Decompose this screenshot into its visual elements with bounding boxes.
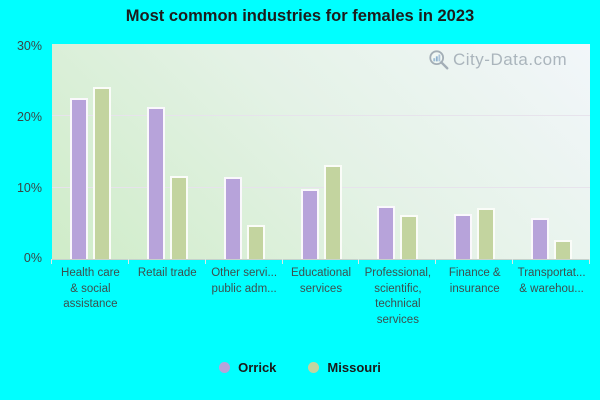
- category-label: Health care & social assistance: [61, 267, 120, 311]
- x-axis-tick: [589, 259, 590, 264]
- y-tick-label-20: 20%: [16, 110, 42, 124]
- x-axis-tick: [358, 259, 360, 264]
- bar-missouri: [400, 215, 419, 259]
- legend-label-missouri: Missouri: [327, 360, 381, 375]
- bar-missouri: [169, 175, 188, 259]
- plot-area: [52, 44, 590, 260]
- x-axis-tick: [281, 259, 283, 264]
- legend-label-orrick: Orrick: [238, 360, 277, 375]
- category-label: Educational services: [290, 267, 352, 295]
- gridline-10: [52, 187, 590, 188]
- bar-missouri: [554, 239, 573, 259]
- category-label: Transportat... & warehou...: [517, 267, 586, 295]
- bar-missouri: [323, 165, 342, 259]
- bar-missouri: [246, 225, 265, 259]
- y-tick-label-10: 10%: [16, 181, 42, 195]
- x-axis-tick: [204, 259, 206, 264]
- bar-orrick: [454, 213, 473, 259]
- category-label: Finance & insurance: [448, 267, 501, 295]
- bar-orrick: [531, 218, 550, 259]
- watermark-text: City-Data.com: [453, 50, 568, 69]
- y-tick-label-0: 0%: [23, 251, 42, 265]
- legend-item-missouri: Missouri: [308, 360, 381, 375]
- bar-orrick: [300, 188, 319, 259]
- chart-title: Most common industries for females in 20…: [125, 7, 475, 25]
- legend-dot-missouri: [308, 362, 320, 373]
- x-axis-tick: [435, 259, 437, 264]
- x-axis-ticks: [51, 259, 590, 264]
- x-axis-tick: [127, 259, 129, 264]
- bar-group: [359, 44, 436, 259]
- bar-orrick: [223, 176, 242, 259]
- bar-missouri: [477, 208, 496, 259]
- bar-group: [283, 44, 360, 259]
- bar-group: [129, 44, 206, 259]
- bar-group: [513, 44, 590, 259]
- bar-groups: [52, 44, 590, 259]
- category-label: Other servi... public adm...: [211, 267, 278, 295]
- legend-item-orrick: Orrick: [219, 360, 276, 375]
- x-axis-tick: [512, 259, 514, 264]
- watermark: City-Data.com: [428, 49, 567, 71]
- bar-group: [52, 44, 129, 259]
- x-axis-tick: [51, 259, 52, 264]
- category-label: Professional, scientific, technical service…: [364, 267, 432, 326]
- x-axis-labels: Health care & social assistance Retail trad…: [52, 266, 590, 328]
- bar-orrick: [69, 97, 88, 259]
- y-tick-label-30: 30%: [16, 39, 42, 53]
- category-label: Retail trade: [137, 267, 197, 279]
- bar-orrick: [377, 205, 396, 259]
- gridline-20: [52, 115, 590, 116]
- city-data-logo-icon: [429, 50, 449, 70]
- bar-orrick: [146, 107, 165, 259]
- legend-dot-orrick: [219, 362, 231, 373]
- bar-group: [206, 44, 283, 259]
- bar-missouri: [92, 87, 111, 259]
- bar-group: [436, 44, 513, 259]
- legend: Orrick Missouri: [0, 360, 600, 375]
